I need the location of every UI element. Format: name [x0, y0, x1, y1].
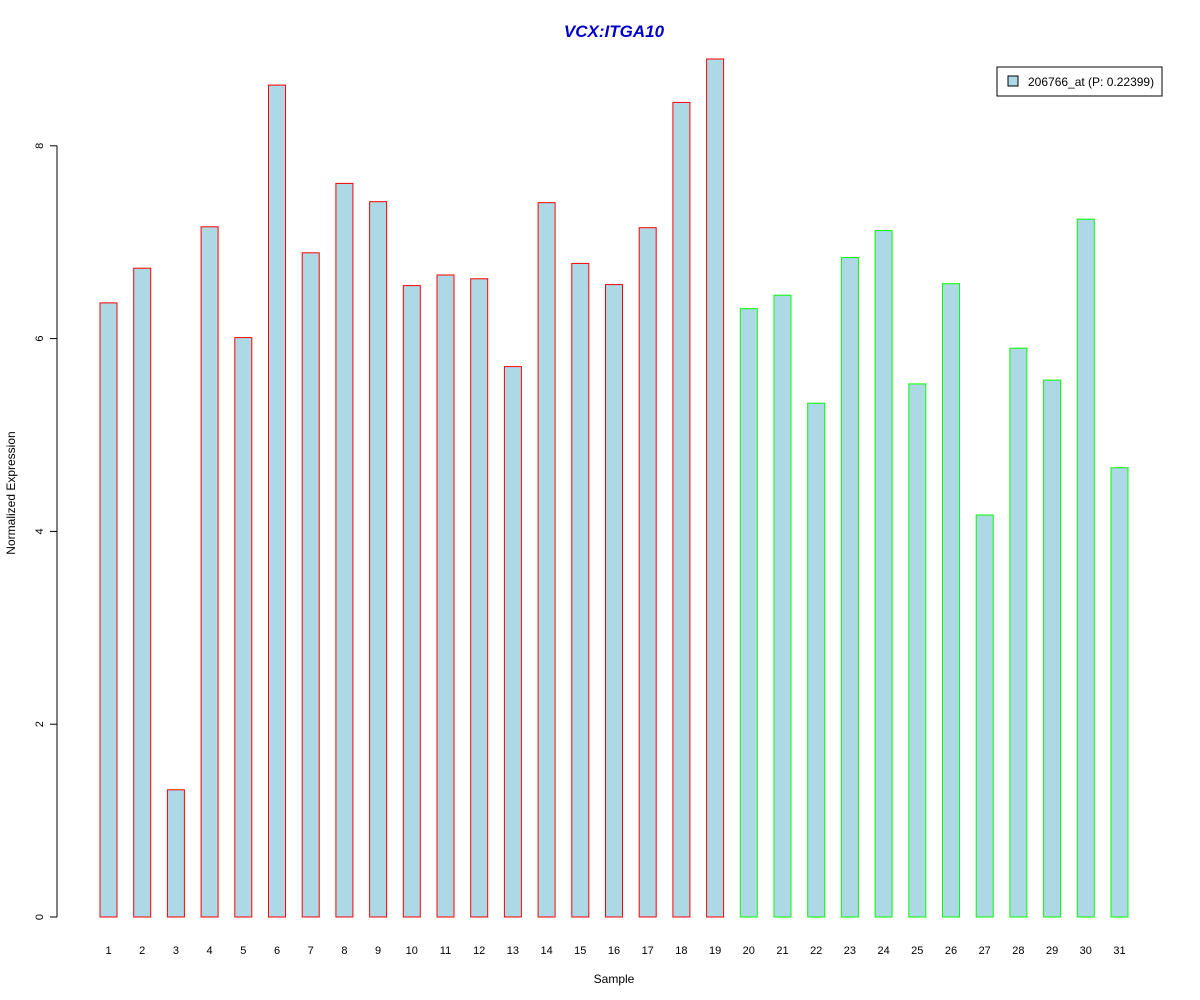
bar-sample-13 — [503, 366, 522, 918]
x-tick-label: 30 — [1080, 945, 1092, 957]
x-tick-label: 18 — [675, 945, 687, 957]
x-tick-label: 22 — [810, 945, 822, 957]
bar-sample-23 — [840, 257, 859, 918]
x-tick-label: 24 — [877, 945, 889, 957]
x-tick-labels: 1 2 3 4 5 6 7 8 9 10 11 12 13 14 15 16 17 18 19 20 21 22 23 24 2… — [105, 945, 1125, 957]
x-tick-label: 26 — [945, 945, 957, 957]
y-tick-label: 4 — [34, 528, 46, 534]
bar-sample-10 — [402, 285, 421, 918]
x-tick-label: 11 — [440, 945, 451, 957]
bar-sample-3 — [166, 789, 185, 918]
bar-sample-8 — [335, 182, 354, 918]
bar-sample-2 — [133, 267, 152, 918]
bar-sample-9 — [369, 201, 388, 918]
x-tick-label: 2 — [139, 945, 145, 957]
x-tick-label: 12 — [473, 945, 485, 957]
x-tick-label: 19 — [709, 945, 721, 957]
bar-sample-31 — [1110, 467, 1129, 918]
legend-box — [996, 66, 1163, 97]
x-tick-label: 10 — [406, 945, 418, 957]
x-tick-label: 16 — [608, 945, 620, 957]
x-tick-label: 5 — [240, 945, 246, 957]
x-tick-label: 23 — [844, 945, 856, 957]
x-tick-label: 13 — [507, 945, 519, 957]
bars-group — [99, 58, 1129, 918]
bar-sample-7 — [301, 252, 320, 918]
x-tick-label: 9 — [375, 945, 381, 957]
x-tick-label: 20 — [743, 945, 755, 957]
x-tick-label: 4 — [207, 945, 213, 957]
bar-sample-16 — [605, 284, 623, 918]
bar-sample-21 — [773, 294, 792, 918]
x-tick-label: 6 — [274, 945, 280, 957]
x-tick-label: 21 — [776, 945, 788, 957]
x-tick-label: 8 — [341, 945, 347, 957]
legend: 206766_at (P: 0.22399) — [996, 66, 1163, 97]
x-tick-label: 3 — [173, 945, 179, 957]
x-tick-label: 25 — [911, 945, 923, 957]
bar-sample-6 — [268, 84, 286, 918]
bar-sample-1 — [99, 302, 118, 918]
x-tick-label: 15 — [574, 945, 586, 957]
x-tick-label: 31 — [1113, 945, 1125, 957]
bar-sample-22 — [807, 402, 826, 918]
bar-sample-26 — [942, 283, 960, 918]
x-tick-label: 1 — [105, 945, 111, 957]
x-axis-label: Sample — [594, 972, 635, 986]
x-tick-label: 7 — [308, 945, 314, 957]
bar-sample-17 — [638, 227, 657, 918]
legend-entry-label: 206766_at (P: 0.22399) — [1028, 75, 1154, 89]
bar-sample-25 — [908, 383, 927, 918]
bar-sample-18 — [672, 101, 691, 918]
bar-sample-14 — [537, 202, 556, 918]
bar-sample-19 — [706, 58, 725, 918]
bar-sample-15 — [571, 262, 590, 918]
bar-sample-28 — [1009, 347, 1028, 918]
x-tick-label: 14 — [540, 945, 552, 957]
bar-sample-5 — [234, 337, 253, 918]
y-tick-label: 8 — [34, 143, 46, 149]
bar-sample-12 — [470, 278, 489, 918]
bar-sample-29 — [1043, 379, 1062, 918]
y-tick-label: 6 — [34, 336, 46, 342]
x-tick-label: 29 — [1046, 945, 1058, 957]
bar-sample-4 — [200, 226, 219, 918]
chart-title: VCX:ITGA10 — [564, 22, 665, 41]
bar-sample-30 — [1076, 218, 1095, 918]
x-tick-label: 28 — [1012, 945, 1024, 957]
bar-sample-24 — [874, 230, 893, 918]
legend-swatch — [1007, 75, 1019, 87]
bar-sample-27 — [975, 514, 994, 918]
y-tick-label: 0 — [34, 914, 46, 920]
bar-sample-11 — [436, 274, 455, 918]
x-tick-label: 17 — [642, 945, 654, 957]
y-tick-label: 2 — [34, 721, 46, 727]
y-axis: 0 2 4 6 8 — [34, 143, 58, 920]
bar-sample-20 — [739, 308, 758, 918]
y-axis-label: Normalized Expression — [4, 431, 18, 554]
x-tick-label: 27 — [979, 945, 991, 957]
